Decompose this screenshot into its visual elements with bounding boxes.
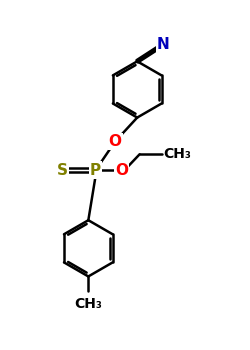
Text: O: O xyxy=(109,134,122,149)
Text: O: O xyxy=(115,163,128,177)
Text: S: S xyxy=(57,163,68,177)
Text: N: N xyxy=(157,37,170,52)
Text: CH₃: CH₃ xyxy=(163,147,191,161)
Text: CH₃: CH₃ xyxy=(74,297,102,311)
Text: P: P xyxy=(90,163,101,177)
